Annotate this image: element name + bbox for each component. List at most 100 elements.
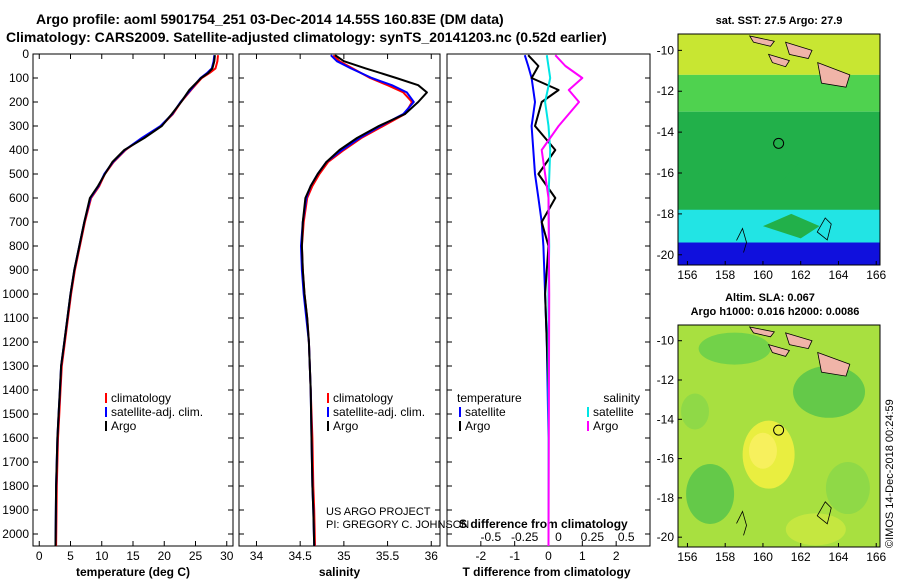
salinity-frame <box>238 53 441 547</box>
diff-legend-left-label: satellite <box>465 405 506 419</box>
temperature-series-satellite-adj-clim- <box>54 55 216 547</box>
depth-tick-label: 1600 <box>2 431 29 445</box>
sla-map-ytick-label: -20 <box>657 530 675 544</box>
s-diff-xlabel: S difference from climatology <box>459 517 628 531</box>
temperature-xtick-label: 15 <box>126 549 140 563</box>
salinity-xtick-label: 34.5 <box>288 549 312 563</box>
temperature-xtick-label: 10 <box>95 549 109 563</box>
sla-map-ytick-label: -16 <box>657 452 675 466</box>
credit-line1: US ARGO PROJECT <box>326 506 431 518</box>
salinity-xtick-label: 36 <box>425 549 439 563</box>
salinity-series-satellite-adj-clim- <box>300 54 415 547</box>
map-island <box>784 41 813 59</box>
temperature-series-argo <box>54 55 216 547</box>
difference-panel: -2 -1 0 1 2 -0.5 -0.25 0 0.25 0.5S difference fro… <box>446 53 651 579</box>
sla-anomaly-blob <box>785 513 846 546</box>
sla-map-ytick-label: -10 <box>657 334 675 348</box>
depth-tick-label: 1000 <box>2 287 29 301</box>
depth-tick-label: 1100 <box>3 311 29 325</box>
temperature-legend-label: climatology <box>111 391 171 405</box>
depth-tick-label: 1900 <box>2 503 29 517</box>
salinity-legend-label: Argo <box>333 419 359 433</box>
credit-line2: PI: GREGORY C. JOHNSON <box>326 519 469 531</box>
depth-tick-label: 200 <box>9 95 29 109</box>
sst-map-ytick-label: -18 <box>657 207 675 221</box>
temperature-legend-label: satellite-adj. clim. <box>111 405 203 419</box>
argo-float-marker <box>773 424 785 436</box>
sst-map-frame <box>677 33 881 266</box>
s-diff-xtick-label: -0.5 <box>480 530 501 544</box>
sla-map-panel: 156 158 160 162 164 166 -10 -12 -14 -16 -18 -20 Alti… <box>657 292 887 564</box>
argo-float-marker <box>773 137 785 149</box>
temperature-xtick-label: 5 <box>67 549 74 563</box>
t-diff-xlabel: T difference from climatology <box>462 565 630 579</box>
sst-band <box>678 34 880 75</box>
sla-anomaly-blob <box>698 332 771 365</box>
sst-map-xtick-label: 156 <box>677 268 697 282</box>
temperature-frame <box>32 53 234 547</box>
salinity-panel: 34 34.5 35 35.5 36 salinity climatologysatelli… <box>238 53 441 579</box>
diff-legend-left-title: temperature <box>457 391 522 405</box>
sst-map-xtick-label: 162 <box>791 268 811 282</box>
sst-band <box>678 74 880 112</box>
sla-anomaly-blob <box>686 463 735 524</box>
salinity-xtick-label: 35 <box>337 549 351 563</box>
map-island <box>748 326 776 338</box>
s-diff-xtick-label: 0.5 <box>618 530 635 544</box>
sst-map-ytick-label: -20 <box>657 248 675 262</box>
map-reef-outline <box>736 510 747 536</box>
sla-anomaly-blob <box>680 393 709 430</box>
depth-tick-label: 300 <box>9 119 29 133</box>
sst-map-xtick-label: 166 <box>866 268 886 282</box>
depth-tick-label: 1700 <box>2 455 29 469</box>
sla-map-xtick-label: 158 <box>715 550 735 564</box>
copyright-side-label: ©IMOS 14-Dec-2018 00:24:59 <box>884 399 896 548</box>
t-diff-xtick-label: 2 <box>613 549 620 563</box>
map-island <box>748 35 775 47</box>
s-diff-xtick-label: 0.25 <box>581 530 605 544</box>
depth-tick-label: 700 <box>9 215 29 229</box>
salinity-series-argo <box>300 54 428 547</box>
sst-map-panel: 156 158 160 162 164 166 -10 -12 -14 -16 -18 -20 sat.… <box>657 15 887 282</box>
sst-map-ytick-label: -14 <box>657 125 675 139</box>
map-reef-outline <box>816 501 832 525</box>
salinity-xlabel: salinity <box>319 565 361 579</box>
s-diff-xtick-label: -0.25 <box>511 530 539 544</box>
sst-map-ytick-label: -16 <box>657 166 675 180</box>
figure-title-line2: Climatology: CARS2009. Satellite-adjuste… <box>6 29 607 45</box>
t-diff-xtick-label: -1 <box>509 549 520 563</box>
depth-tick-label: 400 <box>9 143 29 157</box>
temperature-xtick-label: 25 <box>189 549 203 563</box>
temperature-xtick-label: 30 <box>220 549 234 563</box>
sst-map-xtick-label: 158 <box>715 268 735 282</box>
s-diff-xtick-label: 0 <box>555 530 562 544</box>
diff-legend-left-label: Argo <box>465 419 491 433</box>
map-reef-outline <box>816 217 832 241</box>
figure-title-line1: Argo profile: aoml 5901754_251 03-Dec-20… <box>36 11 504 27</box>
depth-tick-label: 1800 <box>2 479 29 493</box>
sla-map-xtick-label: 162 <box>791 550 811 564</box>
sst-band <box>678 242 880 265</box>
depth-tick-label: 1400 <box>2 383 29 397</box>
temperature-series-climatology <box>55 55 219 547</box>
sst-patch <box>678 160 880 210</box>
map-island <box>767 53 791 68</box>
sla-map-frame <box>677 324 881 548</box>
sla-map-ytick-label: -18 <box>657 491 675 505</box>
sla-map-xtick-label: 166 <box>866 550 886 564</box>
map-island <box>817 351 851 377</box>
depth-tick-label: 100 <box>9 71 29 85</box>
sla-anomaly-blob <box>748 432 777 469</box>
sla-anomaly-blob <box>825 462 870 515</box>
difference-series-t-argo <box>527 54 560 546</box>
sst-map-xtick-label: 160 <box>753 268 773 282</box>
depth-tick-label: 800 <box>9 239 29 253</box>
depth-tick-label: 600 <box>9 191 29 205</box>
depth-tick-label: 1300 <box>2 359 29 373</box>
temperature-xlabel: temperature (deg C) <box>76 565 190 579</box>
temperature-panel: 0100200300400500600700800900100011001200… <box>2 47 233 579</box>
t-diff-xtick-label: 1 <box>579 549 586 563</box>
sst-map-title: sat. SST: 27.5 Argo: 27.9 <box>716 15 843 27</box>
sla-map-title-line1: Altim. SLA: 0.067 <box>725 292 815 304</box>
